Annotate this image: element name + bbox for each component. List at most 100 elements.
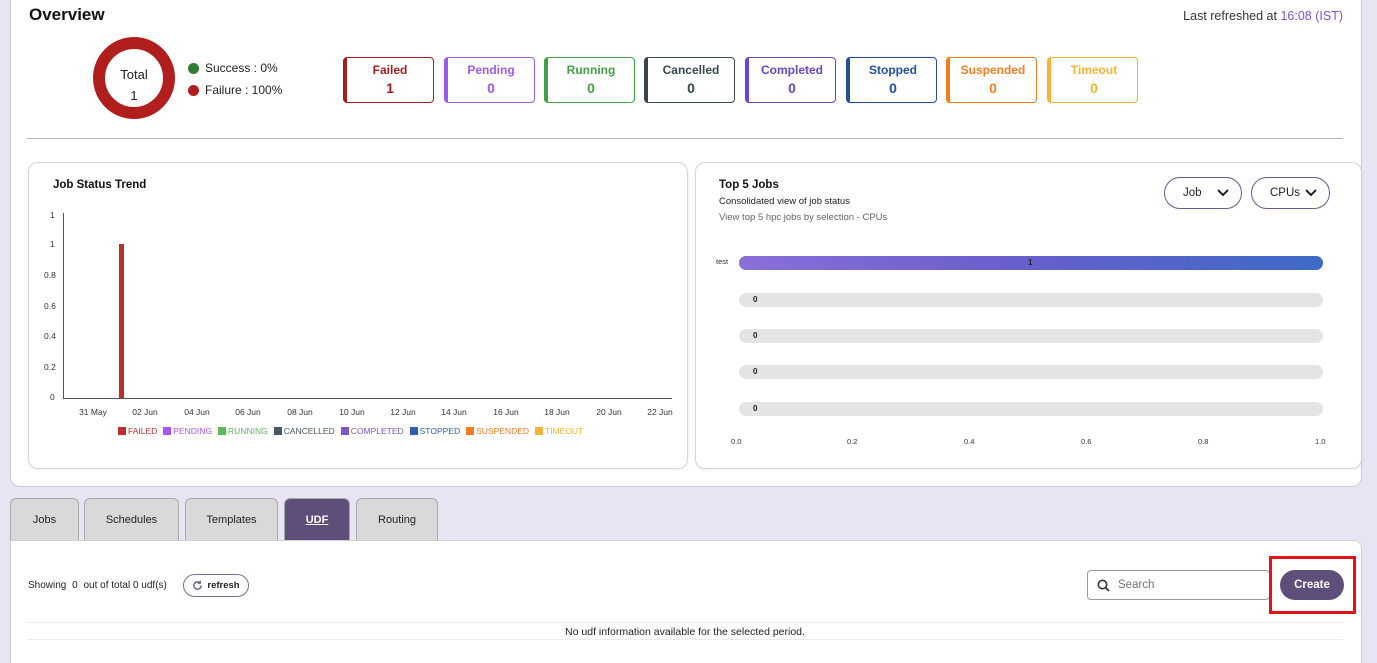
top5-bar-track: [739, 256, 1323, 270]
legend-item-cancelled[interactable]: CANCELLED: [273, 426, 335, 436]
last-refreshed-time: 16:08 (IST): [1280, 9, 1343, 23]
status-card-completed[interactable]: Completed 0: [745, 57, 836, 103]
refresh-button[interactable]: refresh: [183, 574, 249, 597]
status-card-value: 0: [587, 80, 595, 96]
showing-count: 0: [72, 580, 78, 591]
y-axis: [63, 213, 64, 398]
status-card-label: Stopped: [869, 63, 917, 77]
job-select-value: Job: [1183, 187, 1202, 199]
overview-panel: Overview Last refreshed at 16:08 (IST) T…: [10, 0, 1362, 487]
showing-suffix: out of total 0 udf(s): [83, 580, 167, 591]
y-tick-label: 0: [50, 392, 55, 402]
tab-jobs[interactable]: Jobs: [10, 498, 79, 540]
donut-label: Total 1: [105, 64, 163, 106]
status-card-running[interactable]: Running 0: [544, 57, 635, 103]
x-tick-label: 06 Jun: [235, 407, 261, 417]
chevron-down-icon: [1305, 189, 1317, 197]
legend-label: PENDING: [173, 426, 213, 436]
x-tick-label: 31 May: [79, 407, 107, 417]
tab-schedules[interactable]: Schedules: [84, 498, 179, 540]
top5-bar-track: [739, 402, 1323, 416]
status-card-pending[interactable]: Pending 0: [444, 57, 535, 103]
legend-label: SUSPENDED: [476, 426, 530, 436]
success-dot-icon: [188, 62, 199, 74]
legend-item-completed[interactable]: COMPLETED: [340, 426, 404, 436]
status-card-label: Completed: [760, 63, 823, 77]
status-card-label: Pending: [467, 63, 515, 77]
legend-failure-label: Failure : 100%: [205, 83, 283, 97]
top5-bar-track: [739, 365, 1323, 379]
search-box[interactable]: [1087, 570, 1270, 600]
legend-swatch: [118, 427, 126, 435]
top5-title: Top 5 Jobs: [719, 179, 779, 191]
status-card-label: Suspended: [960, 63, 1026, 77]
status-card-value: 0: [889, 80, 897, 96]
x-tick-label: 10 Jun: [339, 407, 365, 417]
tab-templates[interactable]: Templates: [185, 498, 278, 540]
metric-select[interactable]: CPUs: [1251, 177, 1330, 209]
legend-label: CANCELLED: [283, 426, 335, 436]
x-tick-label: 22 Jun: [647, 407, 673, 417]
refresh-label: refresh: [207, 580, 240, 591]
top5-bar-value: 0: [753, 367, 758, 376]
top5-x-tick: 0.0: [731, 437, 742, 446]
y-tick-label: 0.8: [44, 270, 56, 280]
donut-total-label: Total: [120, 67, 148, 82]
legend-item-timeout[interactable]: TIMEOUT: [535, 426, 583, 436]
status-card-value: 0: [1090, 80, 1098, 96]
tab-routing[interactable]: Routing: [356, 498, 438, 540]
x-tick-label: 02 Jun: [132, 407, 158, 417]
last-refreshed: Last refreshed at 16:08 (IST): [1183, 9, 1343, 23]
top5-x-tick: 0.2: [847, 437, 858, 446]
top5-bar-fill: [739, 256, 1323, 270]
trend-legend: FAILED PENDING RUNNING CANCELLED COMPLETED ST…: [118, 426, 583, 436]
status-card-label: Failed: [372, 63, 408, 77]
page-title: Overview: [29, 5, 105, 24]
legend-label: RUNNING: [228, 426, 268, 436]
last-refreshed-label: Last refreshed at: [1183, 9, 1277, 23]
status-card-timeout[interactable]: Timeout 0: [1047, 57, 1138, 103]
legend-item-pending[interactable]: PENDING: [163, 426, 212, 436]
failed-bar: [119, 243, 124, 398]
top-5-jobs-card: [695, 162, 1362, 469]
x-tick-label: 12 Jun: [390, 407, 416, 417]
legend-swatch: [163, 427, 172, 435]
legend-swatch: [218, 427, 227, 435]
legend-swatch: [409, 427, 418, 435]
status-card-value: 1: [386, 80, 394, 96]
legend-label: FAILED: [128, 426, 158, 436]
legend-item-failed[interactable]: FAILED: [118, 426, 157, 436]
tab-udf[interactable]: UDF: [284, 498, 350, 540]
create-button[interactable]: Create: [1280, 570, 1344, 600]
y-tick-label: 0.4: [44, 331, 56, 341]
y-tick-label: 1: [50, 239, 55, 249]
job-select[interactable]: Job: [1164, 177, 1242, 209]
showing-summary: Showing 0 out of total 0 udf(s): [28, 580, 167, 591]
status-card-label: Cancelled: [662, 63, 720, 77]
y-tick-label: 1: [50, 210, 55, 220]
x-tick-label: 18 Jun: [544, 407, 570, 417]
legend-item-suspended[interactable]: SUSPENDED: [466, 426, 529, 436]
search-icon: [1097, 579, 1110, 592]
top5-subtitle: Consolidated view of job status: [719, 196, 850, 207]
search-input[interactable]: [1118, 579, 1258, 591]
legend-label: COMPLETED: [350, 426, 404, 436]
status-card-suspended[interactable]: Suspended 0: [946, 57, 1037, 103]
x-tick-label: 04 Jun: [184, 407, 210, 417]
x-tick-label: 14 Jun: [441, 407, 467, 417]
status-card-cancelled[interactable]: Cancelled 0: [644, 57, 735, 103]
status-card-value: 0: [989, 80, 997, 96]
x-tick-label: 08 Jun: [287, 407, 313, 417]
legend-swatch: [273, 427, 282, 435]
status-card-failed[interactable]: Failed 1: [343, 57, 434, 103]
top5-x-tick: 0.6: [1081, 437, 1092, 446]
status-card-stopped[interactable]: Stopped 0: [846, 57, 937, 103]
top5-category-label: test: [716, 257, 729, 266]
legend-success: Success : 0%: [188, 61, 278, 75]
status-card-value: 0: [687, 80, 695, 96]
y-tick-label: 0.2: [44, 362, 56, 372]
legend-item-stopped[interactable]: STOPPED: [409, 426, 460, 436]
legend-label: TIMEOUT: [545, 426, 584, 436]
highlight-box: [1269, 556, 1356, 614]
legend-item-running[interactable]: RUNNING: [218, 426, 268, 436]
